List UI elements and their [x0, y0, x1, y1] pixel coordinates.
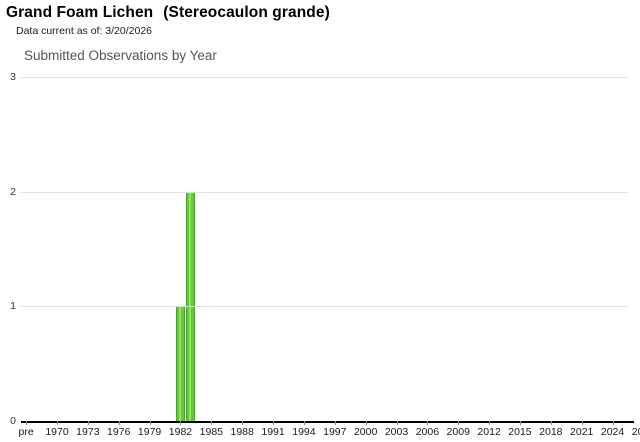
x-axis-tick-mark	[581, 421, 583, 425]
y-axis-tick-label: 2	[10, 185, 16, 198]
x-axis-tick-label: 1973	[76, 426, 100, 438]
gridline-y-2	[21, 191, 628, 193]
x-axis-tick-mark	[489, 421, 491, 425]
x-axis-tick-label: 1991	[261, 426, 285, 438]
x-axis-tick-mark	[334, 421, 336, 425]
x-axis-tick-mark	[87, 421, 89, 425]
gridline-y-3	[21, 77, 628, 78]
chart-plot-area	[21, 77, 628, 421]
x-axis-tick-mark	[26, 421, 28, 425]
species-scientific-name: (Stereocaulon grande)	[163, 4, 330, 21]
chart-x-axis-line	[21, 421, 634, 423]
x-axis-tick-mark	[211, 421, 213, 425]
x-axis-tick-label: 2024	[600, 426, 625, 438]
x-axis-tick-label: 1982	[168, 426, 193, 438]
x-axis-tick-mark	[519, 421, 521, 425]
x-axis-tick-label: 1985	[199, 426, 224, 438]
x-axis-tick-mark	[242, 421, 244, 425]
x-axis-tick-mark	[180, 421, 182, 425]
x-axis-tick-label: 2003	[384, 426, 409, 438]
species-common-name: Grand Foam Lichen	[6, 4, 154, 21]
x-axis-tick-label: 2027	[631, 426, 640, 438]
x-axis-tick-label: 1994	[292, 426, 316, 438]
gridline-y-1	[21, 306, 628, 308]
x-axis-tick-label: 2009	[446, 426, 470, 438]
x-axis-tick-label: 1976	[107, 426, 131, 438]
x-axis-tick-label: 1970	[45, 426, 69, 438]
x-axis-tick-label: 2000	[353, 426, 378, 438]
x-axis-tick-mark	[427, 421, 429, 425]
x-axis-tick-mark	[365, 421, 367, 425]
x-axis-tick-mark	[273, 421, 275, 425]
y-axis-tick-label: 1	[10, 300, 16, 313]
chart-x-axis-labels: pre 1970 1973 1976 1979 1982 1985 1988 1991 1994 1…	[0, 421, 640, 442]
x-axis-tick-label: pre	[18, 426, 34, 438]
x-axis-tick-label: 1997	[323, 426, 347, 438]
data-current-timestamp: Data current as of: 3/20/2026	[16, 25, 153, 37]
x-axis-tick-mark	[149, 421, 151, 425]
x-axis-tick-mark	[612, 421, 614, 425]
x-axis-tick-label: 2006	[415, 426, 440, 438]
x-axis-tick-mark	[118, 421, 120, 425]
x-axis-tick-label: 1988	[230, 426, 254, 438]
x-axis-tick-label: 2018	[539, 426, 563, 438]
x-axis-tick-mark	[57, 421, 58, 425]
x-axis-tick-label: 1979	[137, 426, 162, 438]
x-axis-tick-label: 2015	[508, 426, 532, 438]
y-axis-tick-label: 0	[10, 415, 16, 427]
x-axis-tick-mark	[303, 421, 305, 425]
x-axis-tick-mark	[550, 421, 552, 425]
x-axis-tick-label: 2021	[570, 426, 594, 438]
page-title: Grand Foam Lichen (Stereocaulon grande)	[6, 4, 330, 22]
x-axis-tick-label: 2012	[477, 426, 501, 438]
x-axis-tick-mark	[396, 421, 398, 425]
chart-title: Submitted Observations by Year	[24, 48, 217, 63]
y-axis-tick-label: 3	[10, 71, 16, 83]
chart-bar[interactable]	[175, 306, 185, 421]
x-axis-tick-mark	[458, 421, 460, 425]
